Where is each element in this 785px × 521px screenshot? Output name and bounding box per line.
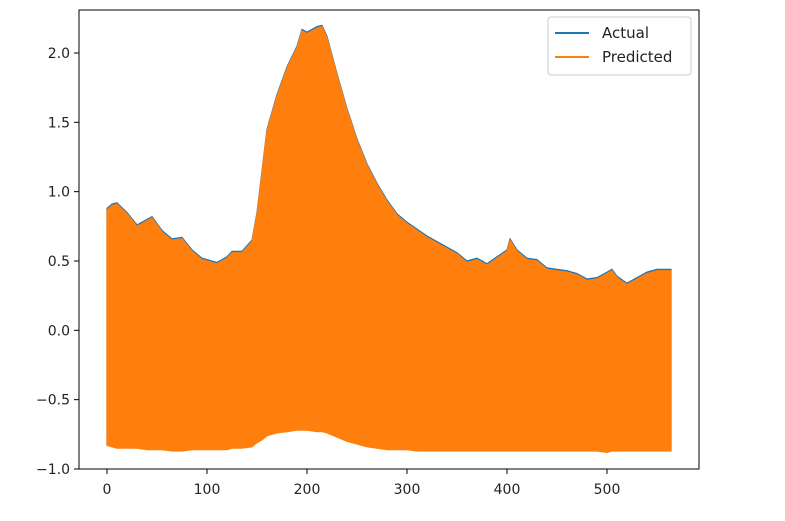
x-tick-label: 0 [103, 482, 112, 498]
axes-frame [78, 9, 700, 470]
x-tick-label: 100 [194, 482, 221, 498]
x-tick-label: 500 [594, 482, 621, 498]
y-axis: −1.0 −0.5 0.0 0.5 1.0 1.5 2.0 [36, 46, 79, 478]
y-tick-label: 0.5 [48, 254, 70, 270]
y-tick-label: 1.0 [48, 185, 70, 201]
y-tick-label: 1.5 [48, 115, 70, 131]
y-tick-label: −1.0 [36, 462, 70, 478]
legend-label-actual: Actual [602, 24, 649, 42]
y-tick-label: −0.5 [36, 393, 70, 409]
series-predicted [106, 25, 672, 454]
legend: Actual Predicted [547, 16, 692, 76]
series-bands [106, 24, 672, 454]
x-axis: 0 100 200 300 400 500 [103, 469, 621, 498]
legend-box [547, 16, 692, 76]
legend-label-predicted: Predicted [602, 48, 672, 66]
x-tick-label: 200 [294, 482, 321, 498]
y-tick-label: 2.0 [48, 46, 70, 62]
x-tick-label: 300 [394, 482, 421, 498]
x-tick-label: 400 [494, 482, 521, 498]
y-tick-label: 0.0 [48, 323, 70, 339]
